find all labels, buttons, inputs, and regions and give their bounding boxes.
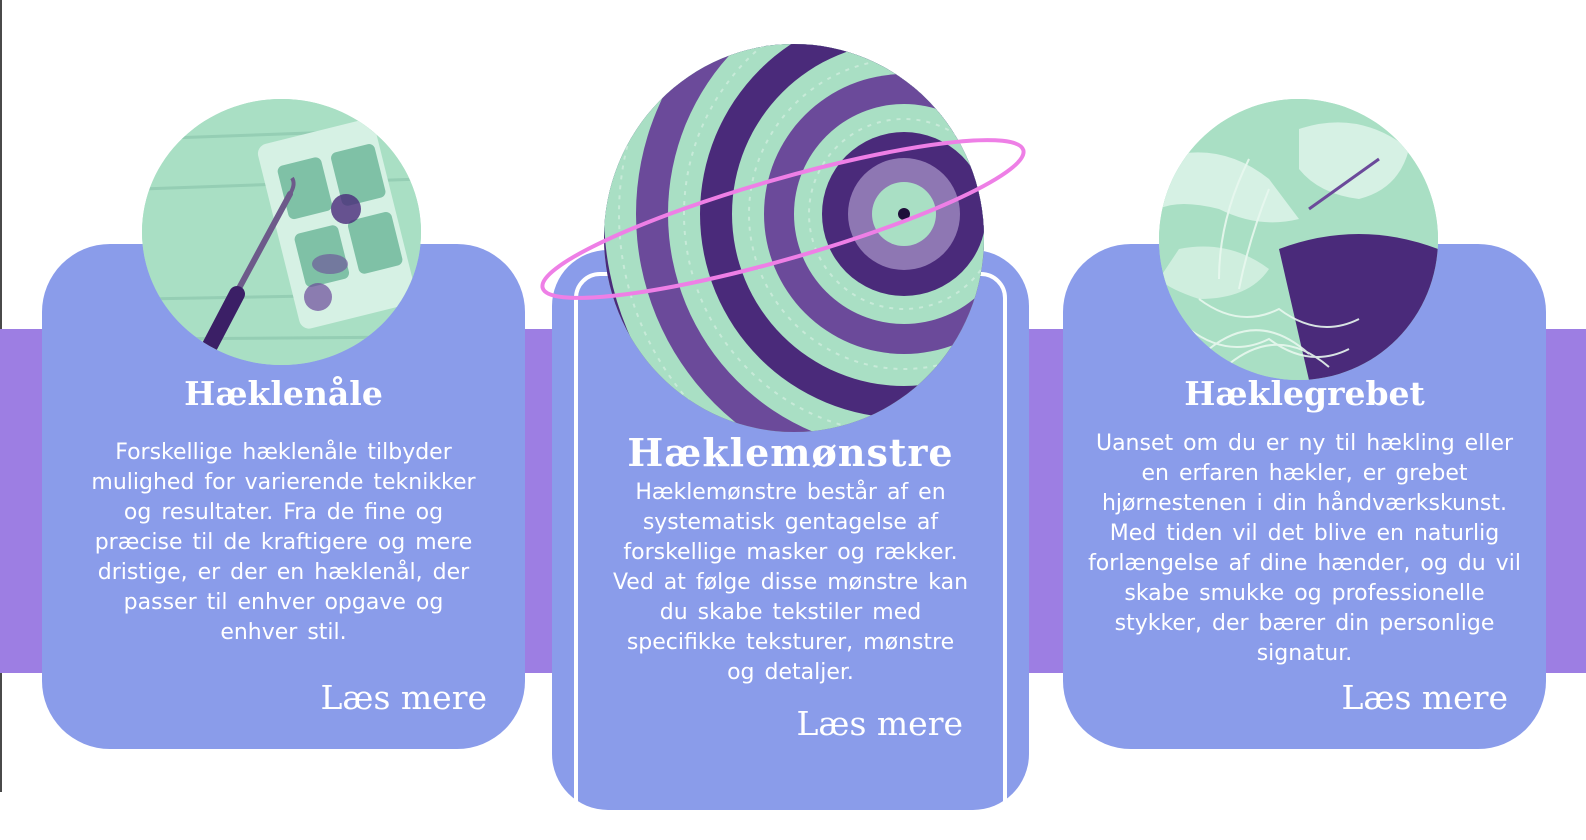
card-description: Uanset om du er ny til hækling eller en … bbox=[1088, 431, 1521, 666]
card-haeklegrebet: Hæklegrebet Uanset om du er ny til hækli… bbox=[1063, 244, 1546, 749]
read-more-link[interactable]: Læs mere bbox=[1341, 678, 1508, 717]
read-more-link[interactable]: Læs mere bbox=[796, 704, 963, 743]
crochet-hands-illustration bbox=[1159, 99, 1438, 380]
card-title: Hæklegrebet bbox=[1184, 374, 1425, 413]
card-description: Forskellige hæklenåle tilbyder mulighed … bbox=[91, 440, 476, 645]
card-title: Hæklenåle bbox=[184, 374, 383, 413]
crochet-hook-photo bbox=[142, 99, 421, 365]
card-description: Hæklemønstre består af en systematisk ge… bbox=[612, 480, 969, 685]
card-title: Hæklemønstre bbox=[627, 430, 954, 475]
crochet-hands-photo bbox=[1159, 99, 1438, 380]
crochet-hook-illustration bbox=[142, 99, 421, 365]
crochet-pattern-photo bbox=[604, 44, 984, 432]
read-more-link[interactable]: Læs mere bbox=[320, 678, 487, 717]
crochet-disc-illustration bbox=[604, 44, 984, 432]
